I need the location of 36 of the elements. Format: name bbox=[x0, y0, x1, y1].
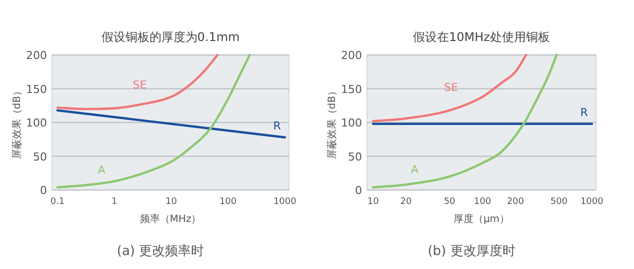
series-label: SE bbox=[444, 80, 458, 94]
x-axis-title: 频率（MHz） bbox=[140, 213, 202, 225]
y-axis-title: 屏蔽效果（dB） bbox=[326, 86, 338, 160]
y-tick-label: 200 bbox=[26, 49, 47, 62]
x-tick-label: 200 bbox=[506, 197, 524, 207]
chart-title: 假设在10MHz处使用铜板 bbox=[413, 30, 550, 44]
series-label: R bbox=[273, 119, 282, 132]
y-tick-label: 50 bbox=[348, 150, 362, 164]
y-axis-title: 屏蔽效果（dB） bbox=[11, 86, 23, 160]
y-tick-label: 100 bbox=[26, 116, 47, 130]
y-tick-label: 150 bbox=[341, 82, 362, 96]
x-tick-label: 10 bbox=[367, 197, 380, 207]
series-label: SE bbox=[132, 78, 147, 92]
y-tick-label: 150 bbox=[26, 82, 47, 96]
x-tick-label: 1000 bbox=[580, 197, 604, 207]
x-tick-label: 100 bbox=[219, 197, 237, 207]
y-tick-label: 0 bbox=[355, 184, 362, 197]
x-tick-label: 0.1 bbox=[50, 197, 65, 207]
x-axis-title: 厚度（μm） bbox=[453, 213, 510, 225]
x-tick-label: 1 bbox=[111, 197, 118, 207]
x-tick-label: 50 bbox=[444, 197, 456, 207]
x-tick-label: 500 bbox=[550, 197, 568, 207]
y-tick-label: 0 bbox=[40, 184, 47, 197]
chart-title: 假设铜板的厚度为0.1mm bbox=[101, 30, 240, 44]
y-tick-label: 50 bbox=[33, 150, 47, 164]
x-tick-label: 1000 bbox=[273, 197, 297, 207]
text: (a) 更改频率时 bbox=[116, 243, 204, 259]
x-tick-label: 10 bbox=[165, 197, 178, 207]
y-tick-label: 200 bbox=[341, 49, 362, 62]
y-tick-label: 100 bbox=[341, 116, 362, 130]
x-tick-label: 100 bbox=[474, 197, 492, 207]
text: (b) 更改厚度时 bbox=[428, 243, 516, 259]
series-label: A bbox=[98, 164, 106, 177]
series-label: A bbox=[410, 163, 419, 176]
series-label: R bbox=[580, 106, 588, 119]
x-tick-label: 20 bbox=[400, 197, 412, 207]
